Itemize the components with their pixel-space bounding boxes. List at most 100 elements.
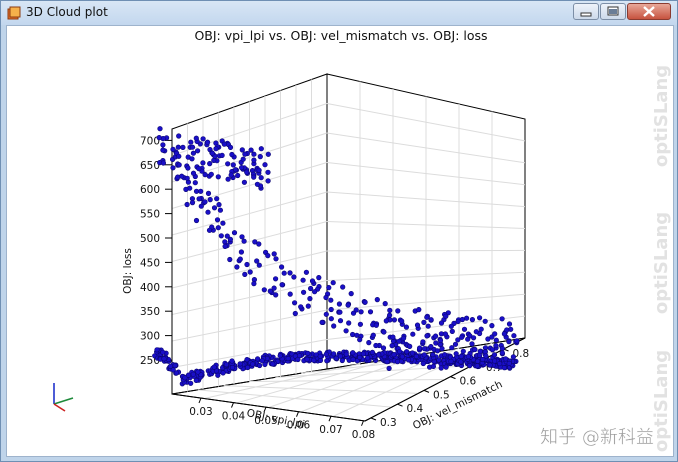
data-point [189,144,196,150]
data-point [410,331,416,337]
data-point [176,162,182,168]
data-point [421,346,428,352]
data-point [471,335,477,341]
data-point [506,339,512,345]
data-point [215,174,221,180]
data-point [156,134,162,141]
plot-area[interactable]: OBJ: vpi_lpi vs. OBJ: vel_mismatch vs. O… [6,25,674,457]
y-tick [423,389,430,393]
data-point [273,256,279,262]
data-point [326,285,332,291]
data-point [407,343,413,350]
data-point [350,350,356,356]
data-point [455,318,461,325]
x-axis-label: OBJ: vpi_lpi [246,407,306,431]
data-point [331,351,337,357]
data-point [328,316,334,322]
data-point [170,165,176,171]
data-point [244,357,250,363]
data-point [350,310,357,316]
data-point [241,179,247,185]
window-title: 3D Cloud plot [26,5,108,19]
data-point [323,351,329,357]
data-point [331,323,337,329]
title-bar[interactable]: 3D Cloud plot [1,1,677,25]
data-point [209,150,215,156]
data-point [428,317,434,323]
minimize-button[interactable] [573,3,599,20]
data-point [215,225,221,231]
data-point [205,190,212,196]
grid-line [171,221,328,262]
grid-line [326,191,526,208]
cloud-plot-canvas[interactable]: OBJ: vpi_lpi vs. OBJ: vel_mismatch vs. O… [7,26,673,456]
data-point [239,234,245,240]
app-icon [7,6,21,20]
data-point [287,291,293,297]
data-point [453,351,459,357]
data-point [460,348,466,354]
data-point [298,304,304,310]
data-point [360,351,366,357]
data-point [397,349,403,355]
z-tick-label: 350 [140,306,160,318]
data-point [228,172,234,178]
z-tick-label: 300 [140,331,160,343]
data-point [493,343,499,349]
minimize-icon [580,12,592,17]
data-point [476,352,483,358]
data-point [480,356,486,363]
data-point [323,311,329,317]
data-point [443,313,449,319]
data-point [190,150,196,156]
data-point [343,328,349,334]
z-tick-label: 650 [140,160,160,172]
data-point [170,146,176,152]
data-point [336,301,343,307]
data-point [206,227,213,233]
data-point [357,337,363,343]
data-point [193,377,199,384]
y-axis-line [364,337,526,422]
y-tick-label: 0.8 [513,348,530,360]
data-point [304,356,310,363]
y-tick [370,417,377,421]
data-point [173,370,179,376]
data-point [345,302,351,308]
data-point [452,341,459,347]
data-point [258,175,264,181]
data-point [200,136,206,142]
data-point [503,356,509,362]
z-tick-label: 600 [140,184,160,196]
data-point [185,372,192,378]
data-point [255,356,261,362]
data-point [311,357,317,363]
data-point [262,162,268,168]
data-point [366,340,372,346]
data-point [208,171,214,177]
data-point [220,220,226,226]
data-point [251,157,257,163]
close-button[interactable] [627,3,671,20]
data-point [316,275,322,281]
maximize-button[interactable] [600,3,626,20]
data-point [239,147,245,153]
grid-line [171,339,328,368]
data-point [391,317,398,323]
data-point [205,209,211,215]
data-point [229,364,236,371]
data-point [328,297,334,303]
data-point [390,334,396,340]
maximize-icon [607,6,619,16]
data-point [154,347,160,353]
data-point [198,188,204,194]
data-point [492,331,498,337]
data-point [198,203,204,209]
data-point [357,354,363,361]
data-point [421,319,427,326]
y-tick-label: 0.5 [433,389,450,401]
data-point [195,148,201,154]
data-point [292,300,298,306]
data-point [170,367,176,373]
